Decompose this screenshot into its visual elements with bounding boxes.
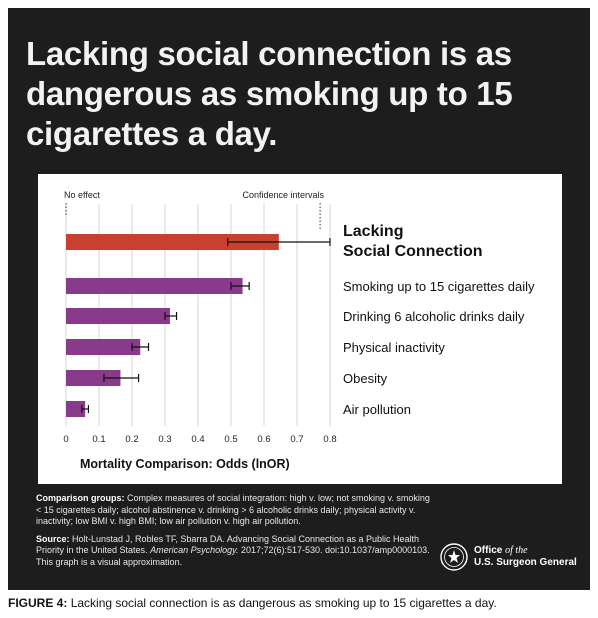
source-citation: 2017;72(6):517-530. doi:10.1037/amp00001… xyxy=(36,545,430,567)
category-label-3: Physical inactivity xyxy=(343,340,445,355)
bar-5 xyxy=(66,401,86,417)
office-word: Office xyxy=(474,545,503,556)
comparison-groups-text: Complex measures of social integration: … xyxy=(36,493,430,526)
x-tick-label-4: 0.4 xyxy=(191,434,204,445)
caption-label: FIGURE 4: xyxy=(8,596,68,610)
x-tick-label-2: 0.2 xyxy=(125,434,138,445)
source-note: Source: Holt-Lunstad J, Robles TF, Sbarr… xyxy=(36,534,436,569)
category-label-0-line2: Social Connection xyxy=(343,243,483,260)
bar-4 xyxy=(66,370,121,386)
x-tick-label-0: 0 xyxy=(63,434,68,445)
x-tick-label-5: 0.5 xyxy=(224,434,237,445)
category-label-2: Drinking 6 alcoholic drinks daily xyxy=(343,309,525,324)
page-title: Lacking social connection is as dangerou… xyxy=(26,35,513,152)
chart-panel: 0 0.1 0.2 0.3 0.4 0.5 0.6 0.7 0.8 No effect Confid… xyxy=(38,174,562,484)
figure-caption: FIGURE 4: Lacking social connection is a… xyxy=(8,596,594,610)
source-journal: American Psychology. xyxy=(150,545,239,555)
surgeon-general-name: U.S. Surgeon General xyxy=(474,557,577,568)
bar-2 xyxy=(66,308,170,324)
no-effect-annotation: No effect xyxy=(64,190,100,200)
footnotes: Comparison groups: Complex measures of s… xyxy=(36,493,436,574)
category-label-0-line1: Lacking xyxy=(343,223,403,240)
surgeon-general-logo: Office of the U.S. Surgeon General xyxy=(474,545,577,569)
bar-0 xyxy=(66,234,279,250)
category-label-1: Smoking up to 15 cigarettes daily xyxy=(343,279,535,294)
of-the-word: of the xyxy=(505,545,528,556)
surgeon-general-seal-icon xyxy=(440,543,468,571)
x-axis-label: Mortality Comparison: Odds (lnOR) xyxy=(80,457,290,471)
x-tick-label-8: 0.8 xyxy=(323,434,336,445)
x-tick-label-1: 0.1 xyxy=(92,434,105,445)
mortality-bar-chart: 0 0.1 0.2 0.3 0.4 0.5 0.6 0.7 0.8 No effect Confid… xyxy=(63,190,535,471)
comparison-groups-note: Comparison groups: Complex measures of s… xyxy=(36,493,436,528)
caption-text: Lacking social connection is as dangerou… xyxy=(70,596,497,610)
bar-1 xyxy=(66,278,243,294)
bar-3 xyxy=(66,339,141,355)
category-label-4: Obesity xyxy=(343,371,388,386)
source-label: Source: xyxy=(36,533,70,544)
x-tick-label-3: 0.3 xyxy=(158,434,171,445)
category-label-5: Air pollution xyxy=(343,402,411,417)
x-tick-label-6: 0.6 xyxy=(257,434,270,445)
comparison-groups-label: Comparison groups: xyxy=(36,493,125,503)
infographic-poster: Lacking social connection is as dangerou… xyxy=(8,8,590,590)
confidence-intervals-annotation: Confidence intervals xyxy=(242,190,324,200)
source-text: Holt-Lunstad J, Robles TF, Sbarra DA. Ad… xyxy=(36,533,420,556)
x-tick-label-7: 0.7 xyxy=(290,434,303,445)
